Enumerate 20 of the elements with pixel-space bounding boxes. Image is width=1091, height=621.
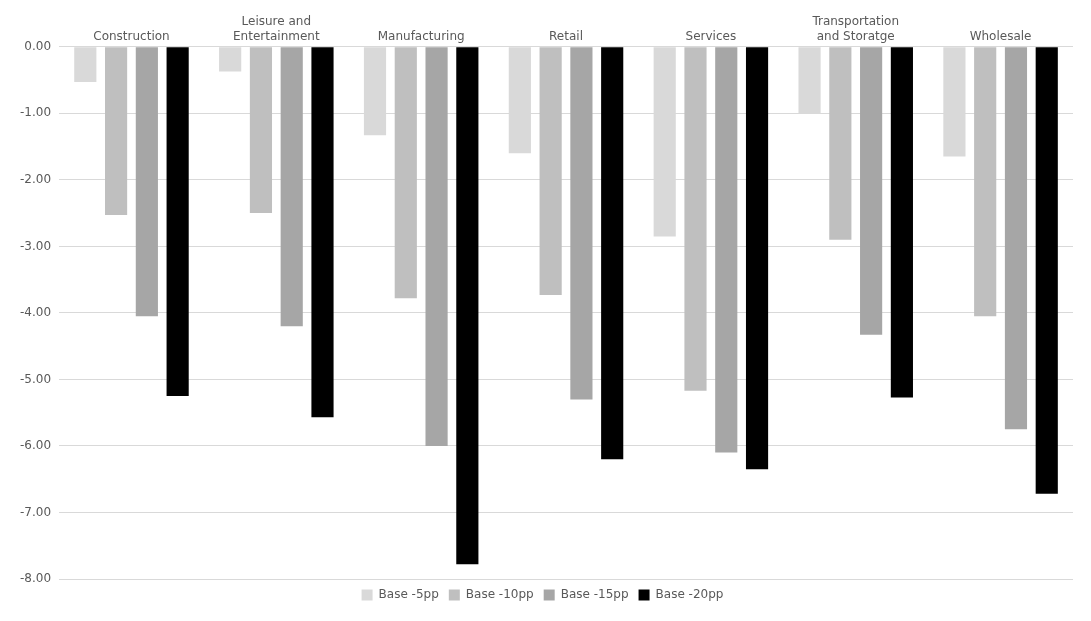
legend-label: Base -10pp <box>465 587 534 602</box>
x-tick-label: Construction <box>93 28 170 43</box>
x-tick-label: Manufacturing <box>377 28 465 43</box>
y-tick-label: 0.00 <box>24 38 52 53</box>
legend-label: Base -20pp <box>655 587 724 602</box>
x-tick-label: Wholesale <box>969 28 1032 43</box>
x-tick-label: Leisure and Entertainment <box>233 14 320 43</box>
y-tick-label: -1.00 <box>19 105 52 120</box>
y-tick-label: -8.00 <box>19 571 52 586</box>
y-tick-label: -4.00 <box>19 305 52 320</box>
y-tick-label: -5.00 <box>19 371 52 386</box>
y-tick-label: -7.00 <box>19 504 52 519</box>
legend-label: Base -5pp <box>378 587 439 602</box>
legend-label: Base -15pp <box>560 587 629 602</box>
x-tick-label: Retail <box>549 28 583 43</box>
y-tick-label: -6.00 <box>19 438 52 453</box>
x-tick-label: Services <box>685 28 737 43</box>
y-tick-label: -3.00 <box>19 238 52 253</box>
x-tick-label: Transportation and Storatge <box>811 14 900 43</box>
y-tick-label: -2.00 <box>19 171 52 186</box>
